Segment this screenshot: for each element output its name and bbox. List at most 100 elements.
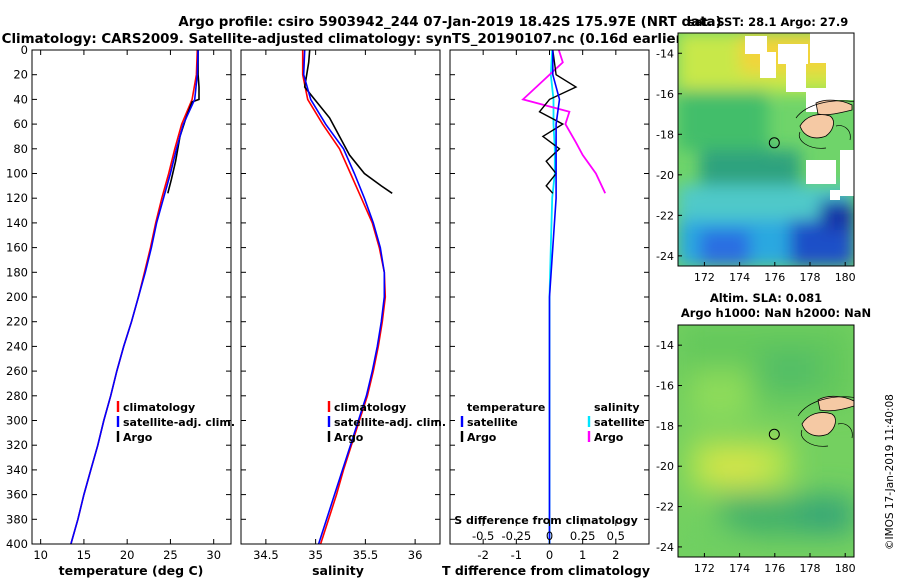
legend-temperature-title: temperature <box>467 401 545 414</box>
x-tick-label: 25 <box>163 548 178 562</box>
header-line1: Argo profile: csiro 5903942_244 07-Jan-2… <box>178 15 721 30</box>
map-x-tick-label: 172 <box>694 271 715 284</box>
series-line-t-satellite <box>548 50 561 544</box>
series-line-satellite-adj-clim- <box>70 49 199 545</box>
s-difference-x-ticks: -0.5 -0.25 0 0.25 0.5 <box>472 520 625 543</box>
sst-map-title: sat. SST: 28.1 Argo: 27.9 <box>688 15 848 29</box>
sla-heatmap <box>678 325 854 557</box>
series-line-climatology <box>301 50 387 545</box>
x-tick-label: -2 <box>477 548 488 562</box>
legend-argo-label: Argo <box>123 431 153 444</box>
y-tick-label: 200 <box>6 290 28 304</box>
salinity-panel: 34.5 35 35.5 36 salinity climatology satell… <box>240 49 446 578</box>
x-tick-label: 36 <box>408 548 423 562</box>
sla-map-subtitle: Argo h1000: NaN h2000: NaN <box>681 306 871 320</box>
depth-y-ticks: 0 20 40 60 80 100 120 140 160 180 200 220 240 260 280 3… <box>6 43 231 551</box>
y-tick-label: 20 <box>13 68 28 82</box>
map-y-tick-label: -24 <box>656 250 674 263</box>
x-tick-label: 35 <box>308 548 323 562</box>
x-tick-label: 35.5 <box>353 548 379 562</box>
map-y-tick-label: -14 <box>656 339 674 352</box>
sst-heatmap <box>678 33 854 266</box>
x-tick-label: 34.5 <box>253 548 279 562</box>
y-tick-label: 40 <box>13 92 28 106</box>
x-tick-label: 2 <box>612 548 619 562</box>
map-x-tick-label: 172 <box>694 562 715 575</box>
legend-argo-label: Argo <box>334 431 364 444</box>
legend-s-argo-label: Argo <box>594 431 624 444</box>
salinity-y-tickmarks <box>241 49 440 545</box>
header-line2: Climatology: CARS2009. Satellite-adjuste… <box>2 32 689 47</box>
temperature-legend: climatology satellite-adj. clim. Argo <box>116 401 235 444</box>
y-tick-label: 120 <box>6 191 28 205</box>
x-tick-label: 20 <box>120 548 135 562</box>
temperature-axes-box <box>31 49 232 545</box>
map-y-tick-label: -22 <box>656 501 674 514</box>
x-tick-label: 1 <box>579 548 586 562</box>
x-tick-label: -0.5 <box>472 529 494 543</box>
legend-s-satellite-label: satellite <box>594 416 645 429</box>
series-line-climatology <box>70 49 199 545</box>
temperature-plot-area <box>70 49 200 545</box>
map-x-tick-label: 176 <box>764 562 785 575</box>
y-tick-label: 60 <box>13 117 28 131</box>
t-difference-xlabel: T difference from climatology <box>442 563 650 578</box>
temperature-xlabel: temperature (deg C) <box>59 563 204 578</box>
x-tick-label: 10 <box>33 548 48 562</box>
salinity-x-ticks: 34.5 35 35.5 36 <box>253 50 422 562</box>
map-y-tick-label: -14 <box>656 47 674 60</box>
sla-map-title: Altim. SLA: 0.081 <box>710 291 822 305</box>
y-tick-label: 280 <box>6 389 28 403</box>
map-y-tick-label: -18 <box>656 128 674 141</box>
y-tick-label: 340 <box>6 463 28 477</box>
salinity-xlabel: salinity <box>312 563 364 578</box>
legend-salinity-title: salinity <box>594 401 640 414</box>
s-difference-label: S difference from climatology <box>454 514 638 527</box>
map-y-tick-label: -16 <box>656 380 674 393</box>
series-line-s-argo <box>521 49 607 194</box>
y-tick-label: 300 <box>6 414 28 428</box>
sla-map-frame <box>677 324 855 558</box>
y-tick-label: 80 <box>13 142 28 156</box>
sst-argo-location-marker <box>768 137 780 149</box>
map-y-tick-label: -20 <box>656 169 674 182</box>
salinity-legend: climatology satellite-adj. clim. Argo <box>327 401 446 444</box>
map-x-tick-label: 178 <box>800 562 821 575</box>
sla-fiji-islands <box>797 395 854 447</box>
salinity-axes-box <box>240 49 441 545</box>
sst-map-ticks: 172 174 176 178 180 -14 -16 -18 -20 -22 -24 <box>656 47 856 284</box>
legend-climatology-label: climatology <box>123 401 195 414</box>
sla-map: Altim. SLA: 0.081 Argo h1000: NaN h2000:… <box>656 291 871 575</box>
y-tick-label: 100 <box>6 167 28 181</box>
map-x-tick-label: 174 <box>729 271 750 284</box>
series-line-t-argo <box>538 49 578 194</box>
x-tick-label: 15 <box>77 548 92 562</box>
x-tick-label: -1 <box>511 548 522 562</box>
legend-t-satellite-label: satellite <box>467 416 518 429</box>
y-tick-label: 380 <box>6 512 28 526</box>
salinity-plot-area <box>301 49 393 545</box>
y-tick-label: 260 <box>6 364 28 378</box>
x-tick-label: 0 <box>546 529 553 543</box>
legend-climatology-label: climatology <box>334 401 406 414</box>
difference-legend: temperature satellite Argo salinity sate… <box>460 401 645 444</box>
legend-satellite-label: satellite-adj. clim. <box>334 416 446 429</box>
y-tick-label: 360 <box>6 488 28 502</box>
x-tick-label: 30 <box>206 548 221 562</box>
y-tick-label: 320 <box>6 438 28 452</box>
x-tick-label: -0.25 <box>501 529 531 543</box>
y-tick-label: 0 <box>21 43 28 57</box>
temperature-x-ticks: 10 15 20 25 30 <box>33 50 221 562</box>
y-tick-label: 220 <box>6 315 28 329</box>
map-x-tick-label: 176 <box>764 271 785 284</box>
y-tick-label: 180 <box>6 265 28 279</box>
difference-panel: -2 -1 0 1 2 -0.5 -0.25 0 0.25 0.5 S difference f… <box>442 49 650 578</box>
x-tick-label: 0.5 <box>607 529 625 543</box>
temperature-panel: 10 15 20 25 30 0 20 40 60 80 100 120 140 160 180 200 22… <box>6 43 235 578</box>
y-tick-label: 160 <box>6 241 28 255</box>
t-difference-x-ticks: -2 -1 0 1 2 <box>477 50 619 562</box>
y-tick-label: 240 <box>6 339 28 353</box>
map-y-tick-label: -16 <box>656 88 674 101</box>
x-tick-label: 0.25 <box>570 529 596 543</box>
